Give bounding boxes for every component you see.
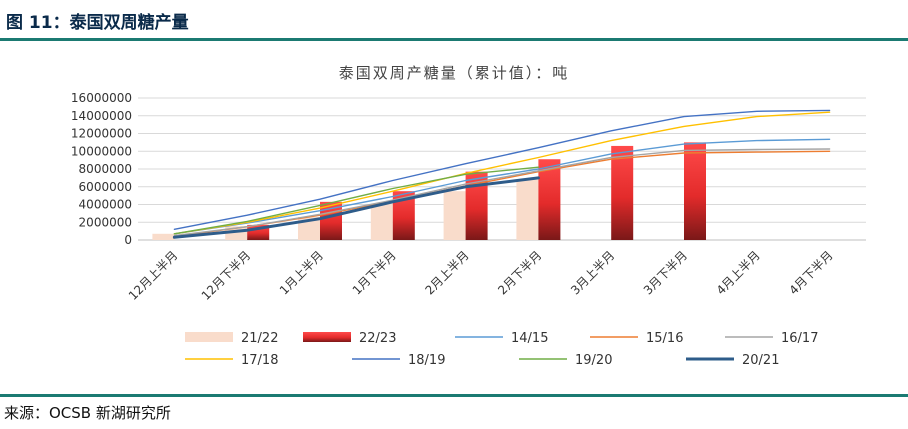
y-tick-label: 10000000 <box>71 144 132 158</box>
bars <box>152 142 706 240</box>
y-tick-label: 0 <box>124 233 132 247</box>
bar-22-23-4 <box>465 171 488 240</box>
bar-21-22-5 <box>516 179 539 240</box>
legend-item-20-21: 20/21 <box>686 353 779 368</box>
x-tick-label: 4月下半月 <box>786 248 835 297</box>
bar-21-22-4 <box>443 191 466 240</box>
y-tick-label: 8000000 <box>79 162 132 176</box>
y-tick-label: 4000000 <box>79 198 132 212</box>
legend-label: 18/19 <box>408 353 445 368</box>
line-17-18 <box>173 111 831 235</box>
y-axis: 0 2000000 4000000 6000000 8000000 10000000 120… <box>71 91 132 247</box>
x-tick-label: 12月下半月 <box>199 248 254 303</box>
legend-item-18-19: 18/19 <box>352 353 445 368</box>
x-tick-label: 1月上半月 <box>277 248 326 297</box>
bar-22-23-3 <box>392 191 415 240</box>
line-15-16 <box>173 150 831 238</box>
legend: 21/22 22/23 14/15 15/16 16/17 17/18 18/19 19/20… <box>185 331 818 368</box>
legend-label: 22/23 <box>359 331 396 346</box>
legend-swatch <box>185 332 233 342</box>
line-19-20 <box>173 166 540 235</box>
x-tick-label: 2月下半月 <box>495 248 544 297</box>
x-tick-label: 12月上半月 <box>126 248 181 303</box>
legend-label: 14/15 <box>511 331 548 346</box>
bottom-divider <box>0 394 908 397</box>
bar-22-23-7 <box>684 142 706 240</box>
legend-item-15-16: 15/16 <box>590 331 683 346</box>
legend-label: 17/18 <box>241 353 278 368</box>
line-16-17 <box>173 148 831 237</box>
bar-22-23-6 <box>611 145 634 240</box>
bar-22-23-5 <box>538 159 561 240</box>
legend-item-14-15: 14/15 <box>455 331 548 346</box>
legend-label: 21/22 <box>241 331 278 346</box>
y-tick-label: 16000000 <box>71 91 132 105</box>
chart-title: 泰国双周产糖量（累计值）：吨 <box>339 64 570 82</box>
top-divider <box>0 38 908 41</box>
grid <box>138 97 866 241</box>
legend-item-17-18: 17/18 <box>185 353 278 368</box>
legend-item-19-20: 19/20 <box>519 353 612 368</box>
legend-label: 19/20 <box>575 353 612 368</box>
bar-21-22-0 <box>152 233 175 240</box>
bar-21-22-3 <box>370 203 393 240</box>
y-tick-label: 2000000 <box>79 215 132 229</box>
line-14-15 <box>173 138 831 235</box>
legend-label: 15/16 <box>646 331 683 346</box>
legend-label: 20/21 <box>742 353 779 368</box>
x-tick-label: 3月下半月 <box>641 248 690 297</box>
line-18-19 <box>173 109 831 230</box>
legend-item-22-23: 22/23 <box>303 331 396 346</box>
legend-item-16-17: 16/17 <box>725 331 818 346</box>
legend-item-21-22: 21/22 <box>185 331 278 346</box>
y-tick-label: 6000000 <box>79 180 132 194</box>
y-tick-label: 14000000 <box>71 109 132 123</box>
legend-swatch <box>303 332 351 342</box>
x-tick-label: 1月下半月 <box>350 248 399 297</box>
x-axis: 12月上半月 12月下半月 1月上半月 1月下半月 2月上半月 2月下半月 3月上半月 3月下… <box>126 248 836 303</box>
line-20-21 <box>172 176 540 239</box>
y-tick-label: 12000000 <box>71 127 132 141</box>
x-tick-label: 4月上半月 <box>714 248 763 297</box>
figure-label: 图 11：泰国双周糖产量 <box>6 13 189 33</box>
lines <box>172 109 831 239</box>
source-note: 来源：OCSB 新湖研究所 <box>4 404 171 422</box>
legend-label: 16/17 <box>781 331 818 346</box>
x-tick-label: 2月上半月 <box>422 248 471 297</box>
x-tick-label: 3月上半月 <box>568 248 617 297</box>
